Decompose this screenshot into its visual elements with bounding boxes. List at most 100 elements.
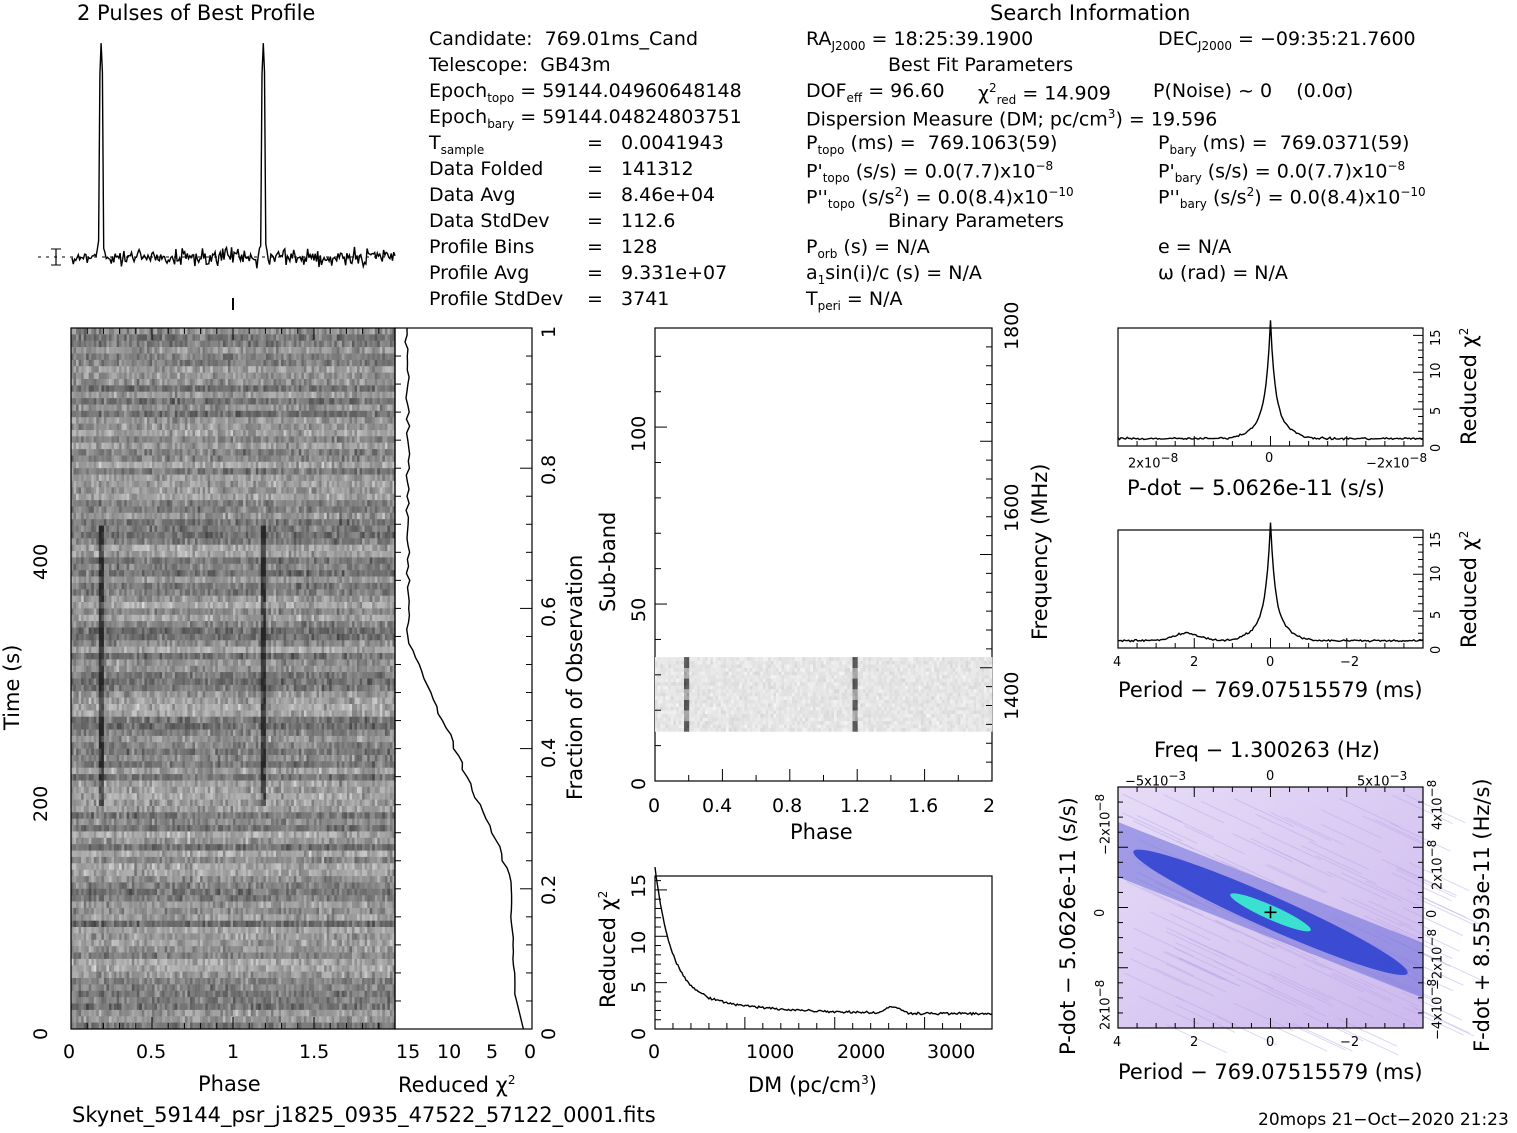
tp-cell — [372, 417, 375, 424]
tp-cell — [225, 531, 229, 539]
tp-cell — [73, 551, 77, 558]
tp-cell — [88, 480, 92, 488]
tp-cell — [167, 391, 170, 399]
tp-cell — [222, 353, 226, 361]
tp-cell — [81, 436, 84, 443]
tp-cell — [255, 372, 259, 380]
tp-cell — [255, 468, 259, 475]
tp-cell — [379, 551, 383, 558]
tp-cell — [303, 372, 307, 380]
tp-cell — [344, 372, 348, 380]
tp-cell — [116, 480, 120, 488]
tp-cell — [119, 544, 122, 552]
tp-cell — [154, 404, 158, 412]
tp-cell — [98, 442, 102, 450]
tp-cell — [106, 385, 110, 393]
tp-cell — [245, 417, 249, 424]
tp-cell — [255, 417, 259, 424]
tp-cell — [233, 474, 236, 482]
tp-cell — [352, 417, 355, 424]
tp-cell — [255, 340, 259, 348]
tp-cell — [91, 379, 95, 386]
tp-cell — [91, 404, 95, 412]
tp-cell — [331, 404, 335, 412]
tp-cell — [314, 493, 317, 501]
tp-cell — [86, 423, 89, 431]
tp-cell — [341, 551, 345, 558]
tp-cell — [258, 404, 262, 412]
tp-cell — [336, 519, 340, 526]
tp-cell — [377, 538, 381, 545]
tp-cell — [379, 430, 383, 437]
tp-cell — [124, 480, 127, 488]
tp-cell — [134, 570, 138, 577]
tp-cell — [372, 334, 375, 342]
tp-cell — [114, 404, 117, 412]
tp-cell — [334, 353, 338, 361]
tp-cell — [291, 538, 294, 545]
tp-cell — [235, 474, 239, 482]
tp-cell — [212, 391, 216, 399]
tp-cell — [172, 430, 176, 437]
tp-cell — [392, 449, 396, 456]
tp-cell — [81, 531, 84, 539]
tp-cell — [215, 430, 219, 437]
tp-cell — [220, 551, 224, 558]
tp-cell — [124, 410, 127, 418]
tp-cell — [202, 436, 206, 443]
tp-cell — [78, 525, 82, 533]
tp-cell — [91, 506, 95, 514]
tp-cell — [119, 359, 122, 367]
tp-cell — [283, 461, 287, 469]
tp-cell — [227, 442, 231, 450]
tp-cell — [250, 500, 254, 507]
tp-cell — [93, 391, 97, 399]
tp-cell — [281, 391, 284, 399]
tp-cell — [308, 423, 312, 431]
tp-cell — [98, 487, 102, 494]
tp-cell — [291, 436, 294, 443]
tp-cell — [301, 404, 305, 412]
tp-cell — [283, 340, 287, 348]
tp-cell — [238, 328, 241, 335]
tp-cell — [86, 347, 89, 354]
tp-cell — [217, 461, 221, 469]
tp-cell — [93, 557, 97, 565]
tp-cell — [116, 366, 120, 373]
tp-cell — [357, 557, 360, 565]
tp-cell — [76, 366, 79, 373]
tp-cell — [83, 512, 87, 520]
tp-cell — [377, 410, 381, 418]
tp-cell — [83, 449, 87, 456]
tp-cell — [359, 423, 363, 431]
tp-cell — [207, 379, 211, 386]
tp-cell — [197, 480, 201, 488]
tp-cell — [210, 423, 213, 431]
tp-cell — [86, 557, 89, 565]
tp-cell — [288, 334, 292, 342]
tp-cell — [311, 506, 315, 514]
tp-cell — [346, 334, 350, 342]
tp-cell — [146, 423, 150, 431]
tp-cell — [308, 544, 312, 552]
tp-cell — [212, 417, 216, 424]
tp-cell — [154, 366, 158, 373]
tp-cell — [367, 455, 370, 463]
tp-cell — [268, 512, 272, 520]
tp-cell — [124, 506, 127, 514]
tp-cell — [141, 493, 145, 501]
tp-cell — [263, 366, 267, 373]
tp-cell — [367, 379, 370, 386]
tp-cell — [316, 531, 320, 539]
tp-cell — [86, 442, 89, 450]
tp-cell — [329, 385, 332, 393]
tp-cell — [230, 423, 234, 431]
tp-cell — [316, 353, 320, 361]
tp-cell — [324, 404, 327, 412]
tp-cell — [349, 480, 353, 488]
tp-cell — [349, 410, 353, 418]
tp-cell — [374, 347, 378, 354]
tp-cell — [357, 353, 360, 361]
tp-cell — [308, 436, 312, 443]
tp-cell — [306, 538, 310, 545]
